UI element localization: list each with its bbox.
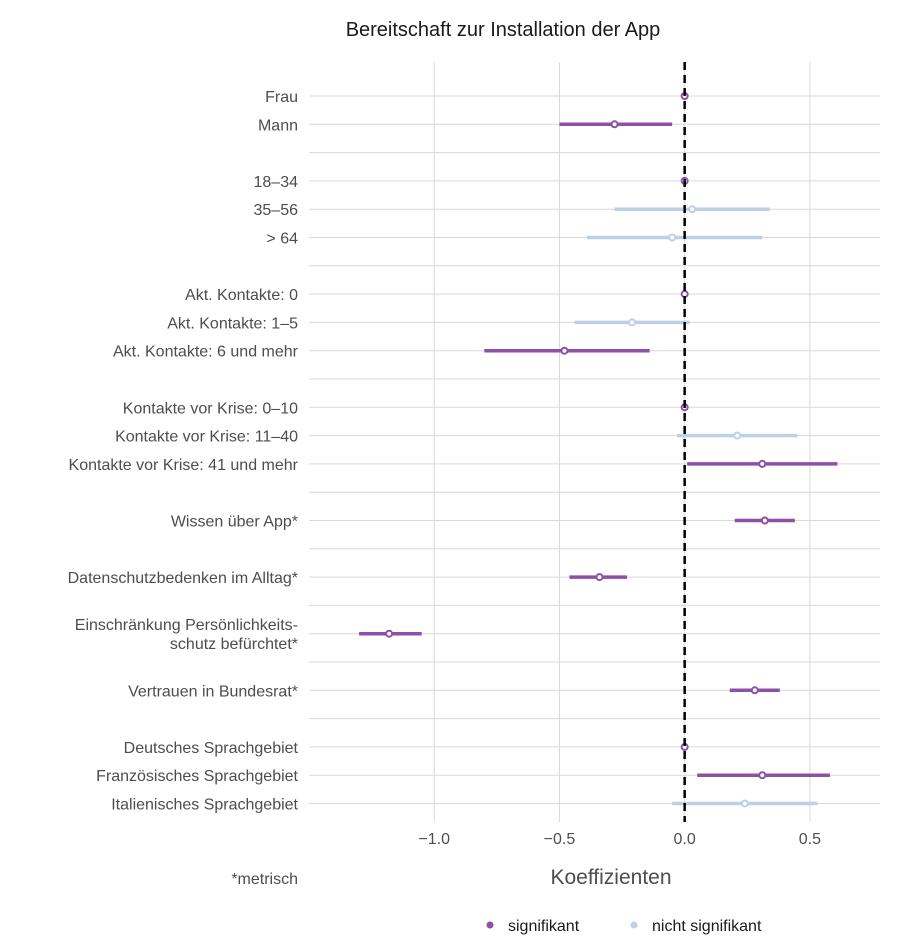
row-label: 35–56 xyxy=(254,202,299,219)
estimate-point xyxy=(750,686,759,695)
chart-title: Bereitschaft zur Installation der App xyxy=(346,19,661,41)
footnote: *metrisch xyxy=(231,871,298,888)
legend-label-ns: nicht signifikant xyxy=(652,918,762,935)
estimate-point xyxy=(758,771,767,780)
row-label: Datenschutzbedenken im Alltag* xyxy=(68,570,298,587)
estimate-point xyxy=(758,459,767,468)
row-label: Französisches Sprachgebiet xyxy=(96,768,298,785)
row-label: Kontakte vor Krise: 0–10 xyxy=(123,400,298,417)
estimate-point xyxy=(740,799,749,808)
row-label: Vertrauen in Bundesrat* xyxy=(128,683,298,700)
estimate-point xyxy=(385,629,394,638)
row-label: Akt. Kontakte: 0 xyxy=(185,287,298,304)
x-tick-label: 0.5 xyxy=(799,831,821,848)
estimate-point xyxy=(560,346,569,355)
x-axis-title: Koeffizienten xyxy=(550,866,671,889)
row-label: Akt. Kontakte: 6 und mehr xyxy=(113,344,299,361)
x-tick-label: −0.5 xyxy=(544,831,576,848)
row-label: > 64 xyxy=(266,231,298,248)
legend: signifikant nicht signifikant xyxy=(486,918,762,935)
x-tick-label: 0.0 xyxy=(674,831,696,848)
row-label: Wissen über App* xyxy=(171,514,298,531)
row-label: Mann xyxy=(258,117,298,134)
row-label: Deutsches Sprachgebiet xyxy=(124,740,299,757)
estimate-point xyxy=(668,233,677,242)
row-label: Einschränkung Persönlichkeits-schutz bef… xyxy=(75,617,298,653)
row-label: Italienisches Sprachgebiet xyxy=(111,797,298,814)
row-label: Frau xyxy=(265,89,298,106)
legend-label-sig: signifikant xyxy=(508,918,580,935)
row-labels: Frau Mann 18–34 35–56 > 64 Akt. Kontakte: 0 Ak… xyxy=(68,89,299,814)
grid-layer xyxy=(309,62,880,822)
legend-marker-sig xyxy=(486,921,494,929)
x-axis-ticks: −1.0 −0.5 0.0 0.5 xyxy=(418,831,821,848)
estimate-point xyxy=(610,120,619,129)
row-label: Kontakte vor Krise: 11–40 xyxy=(115,429,298,446)
estimate-point xyxy=(760,516,769,525)
legend-marker-ns xyxy=(630,921,638,929)
estimate-point xyxy=(688,205,697,214)
estimate-point xyxy=(595,573,604,582)
row-label: 18–34 xyxy=(254,174,299,191)
estimate-point xyxy=(628,318,637,327)
x-tick-label: −1.0 xyxy=(418,831,450,848)
marks-layer xyxy=(359,62,838,822)
estimate-point xyxy=(733,431,742,440)
row-label: Kontakte vor Krise: 41 und mehr xyxy=(69,457,299,474)
row-label: Akt. Kontakte: 1–5 xyxy=(167,315,298,332)
